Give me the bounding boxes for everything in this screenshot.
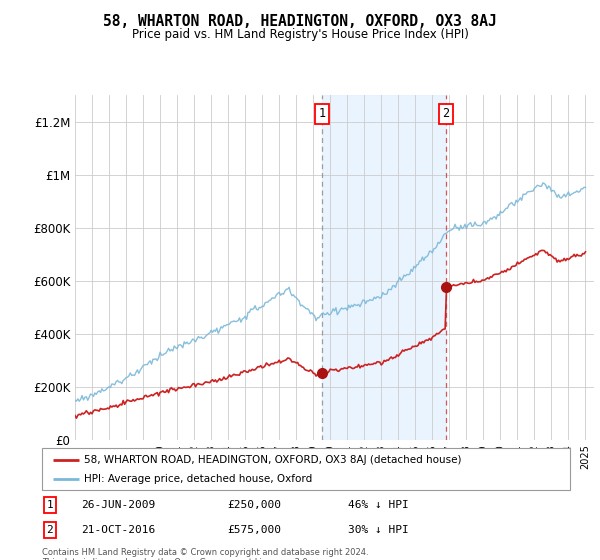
Text: 58, WHARTON ROAD, HEADINGTON, OXFORD, OX3 8AJ (detached house): 58, WHARTON ROAD, HEADINGTON, OXFORD, OX… — [84, 455, 462, 465]
Text: Contains HM Land Registry data © Crown copyright and database right 2024.
This d: Contains HM Land Registry data © Crown c… — [42, 548, 368, 560]
Bar — [322, 95, 446, 440]
Text: 1: 1 — [47, 500, 53, 510]
Text: 30% ↓ HPI: 30% ↓ HPI — [348, 525, 409, 535]
Text: 2: 2 — [442, 108, 449, 120]
Text: 58, WHARTON ROAD, HEADINGTON, OXFORD, OX3 8AJ: 58, WHARTON ROAD, HEADINGTON, OXFORD, OX… — [103, 14, 497, 29]
Text: 2: 2 — [47, 525, 53, 535]
Text: HPI: Average price, detached house, Oxford: HPI: Average price, detached house, Oxfo… — [84, 474, 313, 484]
Text: £575,000: £575,000 — [227, 525, 281, 535]
Text: 1: 1 — [318, 108, 325, 120]
Text: £250,000: £250,000 — [227, 500, 281, 510]
Text: Price paid vs. HM Land Registry's House Price Index (HPI): Price paid vs. HM Land Registry's House … — [131, 28, 469, 41]
Text: 46% ↓ HPI: 46% ↓ HPI — [348, 500, 409, 510]
Text: 21-OCT-2016: 21-OCT-2016 — [82, 525, 156, 535]
Text: 26-JUN-2009: 26-JUN-2009 — [82, 500, 156, 510]
FancyBboxPatch shape — [42, 448, 570, 490]
